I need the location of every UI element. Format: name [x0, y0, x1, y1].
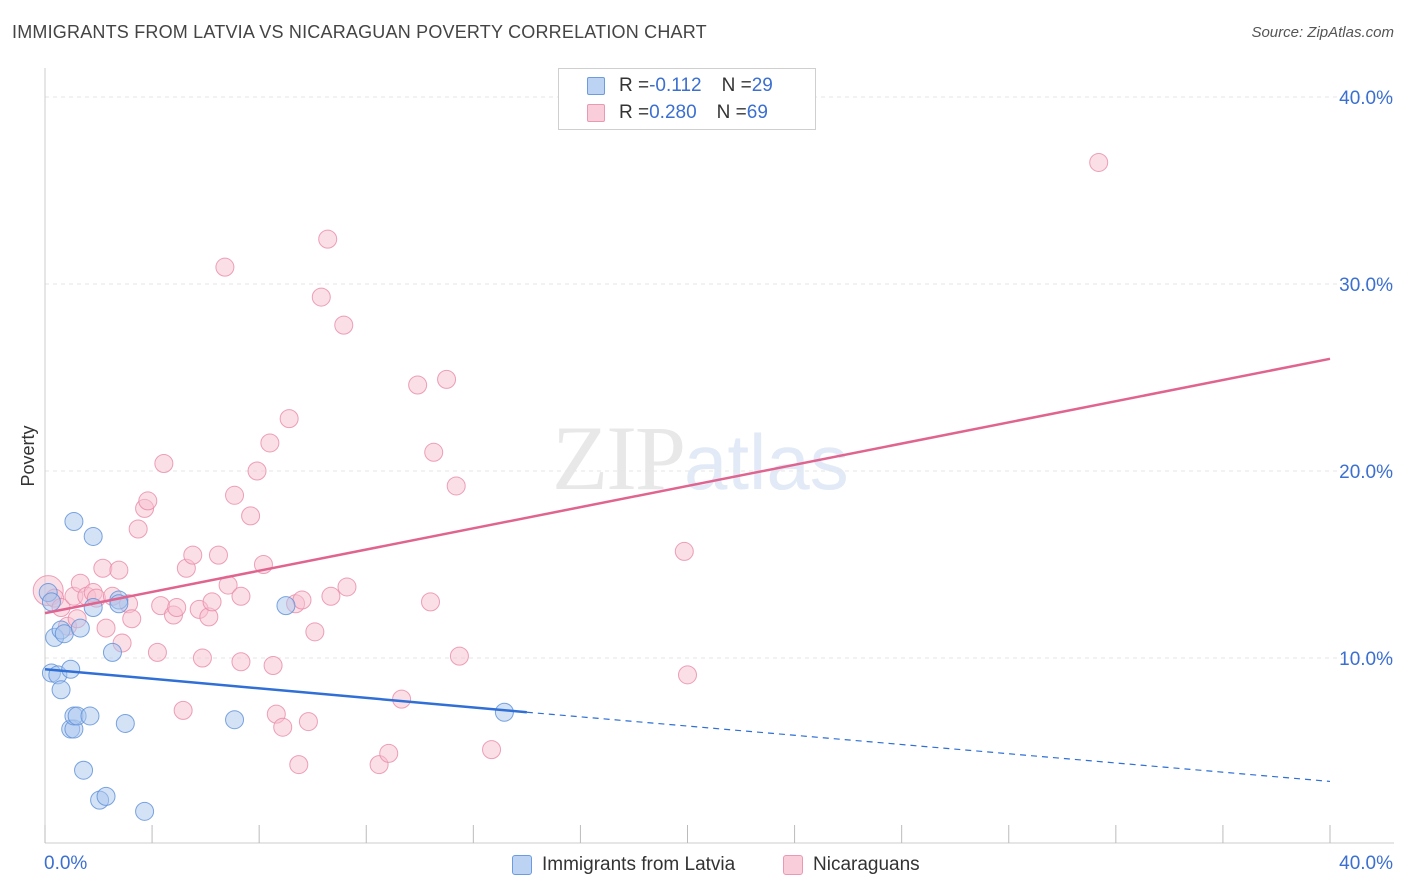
point-pink-31: [202, 592, 222, 612]
series-legend-nicaraguans: Nicaraguans: [783, 851, 920, 879]
point-pink-41: [260, 433, 280, 453]
point-pink-44: [273, 717, 293, 737]
point-pink-59: [408, 375, 428, 395]
point-pink-13: [109, 560, 129, 580]
legend-r-label-latvia: R =: [619, 75, 650, 96]
legend-row-latvia: R = -0.112 N = 29: [559, 73, 773, 99]
point-pink-32: [208, 545, 228, 565]
point-blue-6: [54, 624, 74, 644]
point-pink-68: [1089, 152, 1109, 172]
point-pink-33: [215, 257, 235, 277]
trendline-latvia: [44, 667, 527, 714]
point-pink-37: [231, 652, 251, 672]
series-legend-label-latvia: Immigrants from Latvia: [542, 854, 736, 875]
point-pink-50: [305, 622, 325, 642]
point-pink-65: [482, 740, 502, 760]
point-pink-36: [231, 586, 251, 606]
point-pink-60: [421, 592, 440, 612]
point-blue-14: [74, 760, 94, 780]
point-pink-19: [138, 491, 158, 511]
point-pink-10: [93, 558, 113, 578]
point-pink-45: [279, 409, 299, 429]
legend-swatch-latvia: [587, 77, 605, 95]
point-pink-42: [263, 655, 283, 675]
y-axis-label: Poverty: [18, 425, 38, 486]
point-pink-39: [247, 461, 267, 481]
point-pink-17: [128, 519, 148, 539]
point-pink-54: [334, 315, 354, 335]
legend-r-value-nicaraguans: 0.280: [649, 102, 697, 123]
series-legend-latvia: Immigrants from Latvia: [512, 851, 735, 879]
series-pink-points: [32, 152, 1109, 775]
point-pink-52: [318, 229, 338, 249]
point-pink-27: [183, 545, 203, 565]
point-pink-62: [437, 369, 457, 389]
legend-swatch-nicaraguans: [587, 104, 605, 122]
point-pink-53: [321, 586, 341, 606]
x-tick-label-0: 0.0%: [44, 853, 87, 874]
point-pink-29: [192, 648, 212, 668]
point-blue-13: [70, 618, 90, 638]
point-blue-15: [80, 706, 100, 726]
legend-n-label-latvia: N =: [721, 75, 752, 96]
point-pink-25: [173, 700, 193, 720]
point-pink-22: [154, 454, 174, 474]
series-legend-label-nicaraguans: Nicaraguans: [813, 854, 920, 875]
point-pink-67: [678, 665, 697, 685]
legend-row-nicaraguans: R = 0.280 N = 69: [559, 100, 768, 126]
point-blue-4: [51, 680, 71, 700]
source-label: Source: ZipAtlas.com: [1251, 24, 1394, 41]
series-legend-swatch-nicaraguans: [783, 855, 803, 875]
correlation-legend: R = -0.112 N = 29 R = 0.280 N = 69: [558, 68, 816, 130]
point-pink-38: [241, 506, 261, 526]
point-blue-28: [41, 592, 61, 612]
point-pink-49: [298, 712, 318, 732]
legend-n-label-nicaraguans: N =: [716, 102, 747, 123]
point-pink-11: [96, 618, 116, 638]
legend-n-value-latvia: 29: [751, 75, 773, 96]
point-blue-8: [61, 659, 81, 679]
point-pink-24: [167, 598, 187, 618]
series-blue-points: [38, 511, 514, 821]
point-blue-27: [494, 702, 514, 722]
point-blue-19: [96, 786, 116, 806]
point-pink-48: [292, 590, 312, 610]
point-pink-58: [392, 689, 412, 709]
series-legend-swatch-latvia: [512, 855, 532, 875]
y-tick-label-3: 40.0%: [1339, 88, 1393, 109]
legend-r-label-nicaraguans: R =: [619, 102, 650, 123]
trendline-latvia-extension: [526, 711, 1331, 783]
legend-r-value-latvia: -0.112: [649, 75, 702, 96]
chart-title: IMMIGRANTS FROM LATVIA VS NICARAGUAN POV…: [12, 22, 707, 42]
point-pink-35: [225, 485, 245, 505]
point-blue-25: [225, 710, 245, 730]
point-pink-20: [147, 642, 167, 662]
point-blue-23: [115, 713, 135, 733]
y-tick-label-0: 10.0%: [1339, 649, 1393, 670]
point-blue-17: [83, 526, 103, 546]
point-blue-24: [135, 801, 155, 821]
series-legend: Immigrants from Latvia Nicaraguans: [0, 851, 1406, 879]
point-blue-26: [276, 596, 296, 616]
point-blue-11: [64, 511, 84, 531]
point-pink-51: [311, 287, 331, 307]
point-pink-66: [674, 541, 694, 561]
point-pink-63: [446, 476, 466, 496]
point-pink-57: [379, 743, 399, 763]
point-pink-61: [424, 442, 444, 462]
x-tick-label-1: 40.0%: [1339, 853, 1393, 874]
y-tick-label-1: 20.0%: [1339, 462, 1393, 483]
trendline-nicaraguans: [44, 357, 1331, 615]
point-blue-20: [102, 642, 122, 662]
point-pink-47: [289, 755, 309, 775]
legend-n-value-nicaraguans: 69: [746, 102, 768, 123]
point-pink-64: [449, 646, 469, 666]
y-tick-label-2: 30.0%: [1339, 275, 1393, 296]
point-pink-16: [122, 609, 142, 629]
point-pink-55: [337, 577, 357, 597]
